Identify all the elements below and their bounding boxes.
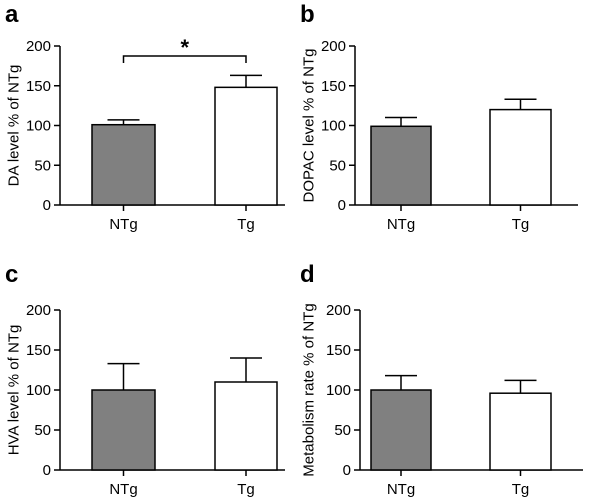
y-tick-label: 50 [34,422,51,439]
y-tick-label: 0 [43,197,51,214]
bar-tg [489,392,552,471]
y-tick-label: 150 [326,342,351,359]
y-tick-label: 0 [43,462,51,479]
y-tick-label: 200 [326,302,351,319]
y-tick-label: 150 [321,78,346,95]
y-tick-label: 100 [326,382,351,399]
y-tick-label: 50 [329,157,346,174]
bar-ntg [370,125,432,206]
category-label: Tg [512,216,530,233]
y-tick-label: 0 [338,197,346,214]
panel-letter: c [5,261,18,288]
y-tick-label: 50 [34,157,51,174]
significance-marker: * [180,35,189,60]
bar-tg [489,108,552,206]
y-axis-label: Metabolism rate % of NTg [301,303,318,476]
category-label: Tg [512,481,530,498]
y-tick-label: 100 [321,118,346,135]
y-tick-label: 0 [343,462,351,479]
y-tick-label: 50 [334,422,351,439]
y-tick-label: 150 [26,78,51,95]
category-label: NTg [109,216,137,233]
category-label: NTg [387,216,415,233]
y-tick-label: 150 [26,342,51,359]
y-tick-label: 100 [26,382,51,399]
bar-ntg [370,389,432,471]
bar-ntg [91,123,156,206]
category-label: Tg [237,216,255,233]
panel-letter: a [5,1,19,28]
category-label: Tg [237,481,255,498]
bar-ntg [91,389,156,471]
y-axis-label: HVA level % of NTg [6,325,23,456]
bar-tg [214,381,278,471]
category-label: NTg [109,481,137,498]
panel-letter: d [300,261,315,288]
category-label: NTg [387,481,415,498]
y-tick-label: 200 [321,38,346,55]
bar-tg [214,86,278,206]
panel-letter: b [300,1,315,28]
y-axis-label: DOPAC level % of NTg [301,49,318,203]
y-axis-label: DA level % of NTg [6,65,23,187]
y-tick-label: 200 [26,302,51,319]
y-tick-label: 100 [26,118,51,135]
chart-panel-d: d 0 50 100 150 200 Metabolism rate % of NTg NTg… [300,261,583,498]
y-tick-label: 200 [26,38,51,55]
significance-bracket [122,55,247,63]
